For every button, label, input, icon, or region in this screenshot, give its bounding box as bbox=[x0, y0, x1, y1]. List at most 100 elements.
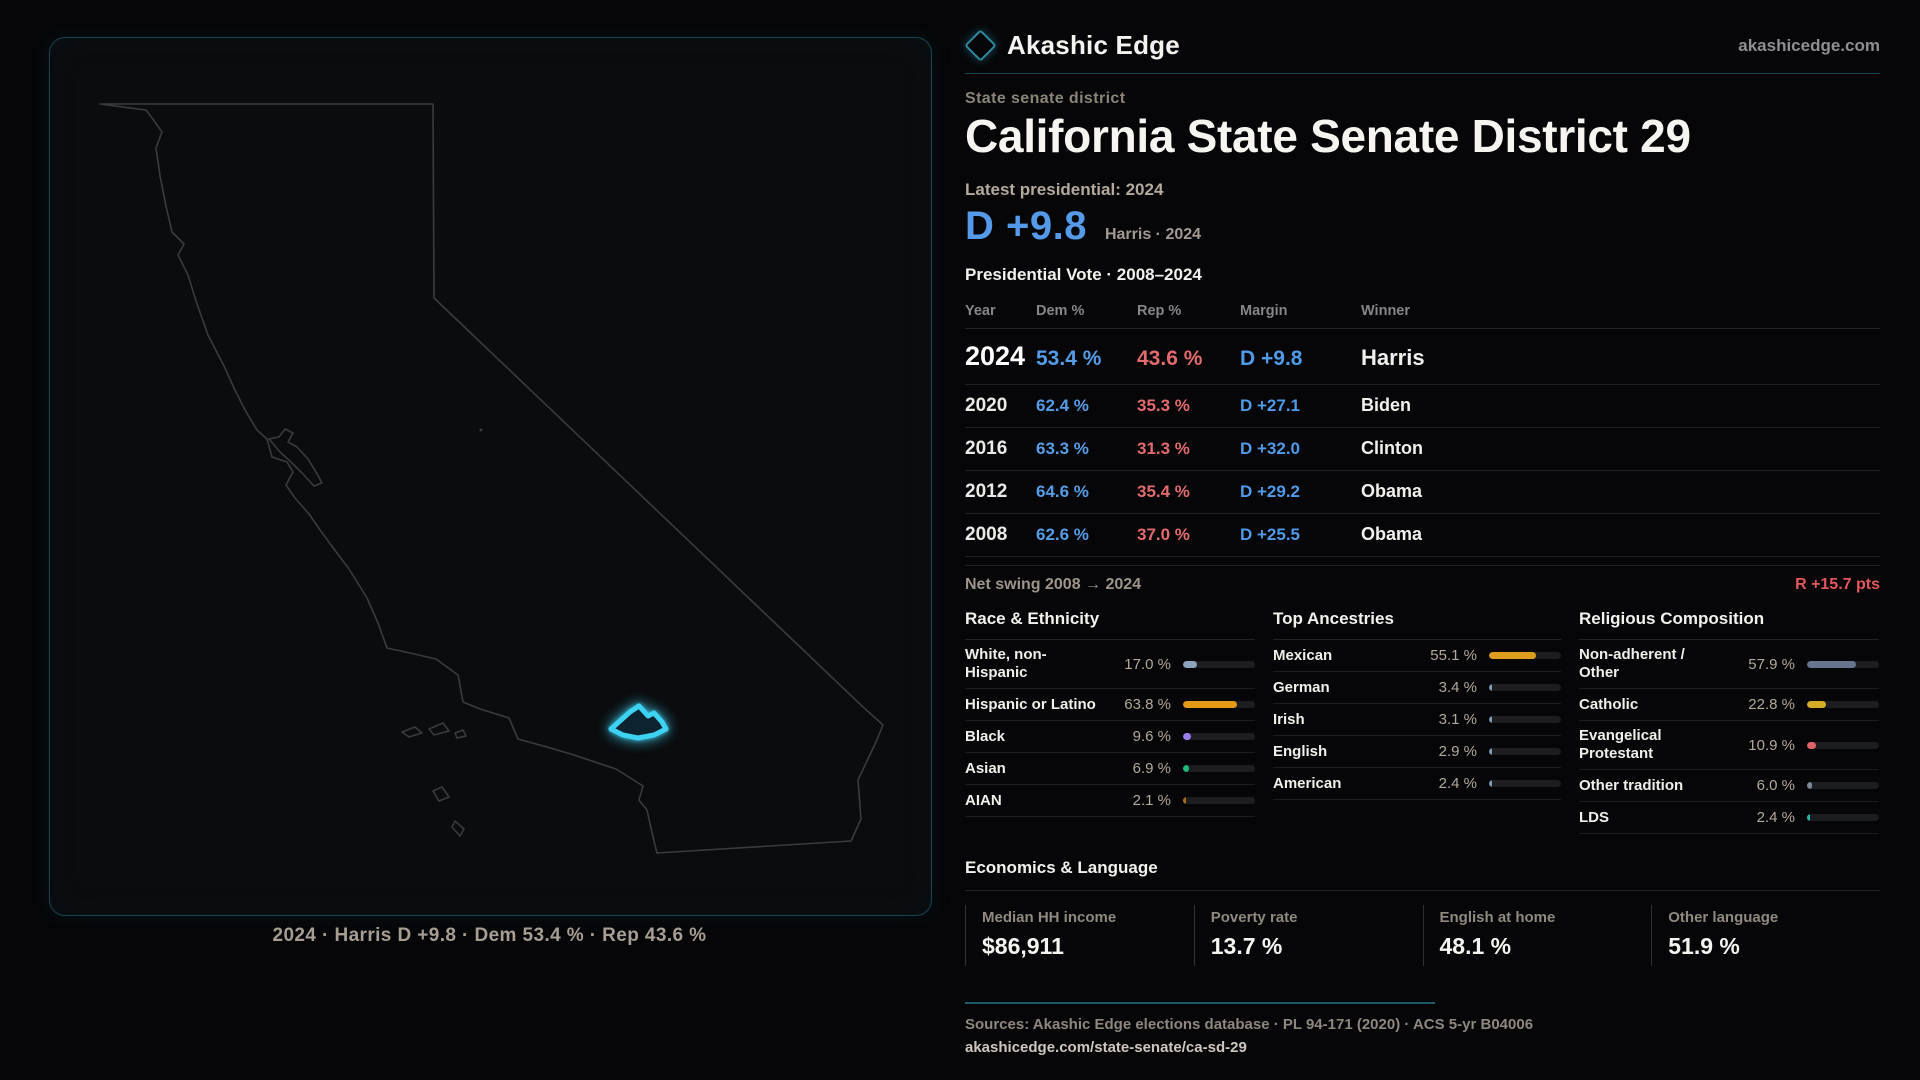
demo-bar bbox=[1807, 741, 1879, 749]
list-item: English 2.9 % bbox=[1273, 736, 1561, 769]
demo-value: 2.4 % bbox=[1438, 775, 1477, 793]
demo-bar bbox=[1807, 701, 1879, 709]
demo-label: English bbox=[1273, 742, 1328, 760]
cell-winner: Harris bbox=[1361, 345, 1425, 371]
vote-table-header: Year Dem % Rep % Margin Winner bbox=[965, 297, 1880, 330]
california-map bbox=[99, 103, 884, 854]
demo-label: American bbox=[1273, 774, 1342, 792]
demo-bar bbox=[1489, 780, 1561, 788]
district-type-kicker: State senate district bbox=[965, 90, 1126, 107]
district-29-shape bbox=[608, 703, 669, 741]
ancestries-column: Top Ancestries Mexican 55.1 % German 3.4… bbox=[1273, 609, 1561, 801]
demo-value: 10.9 % bbox=[1748, 736, 1795, 754]
demo-value: 22.8 % bbox=[1748, 696, 1795, 714]
col-dem: Dem % bbox=[1036, 303, 1085, 320]
stat-value: 13.7 % bbox=[1210, 933, 1283, 960]
demographics-section: Race & Ethnicity White, non-Hispanic 17.… bbox=[965, 609, 1880, 835]
col-rep: Rep % bbox=[1137, 303, 1182, 320]
demo-value: 17.0 % bbox=[1124, 655, 1171, 673]
stat-label: Median HH income bbox=[982, 909, 1117, 927]
cell-margin: D +25.5 bbox=[1240, 525, 1301, 545]
cell-rep: 31.3 % bbox=[1137, 439, 1190, 459]
demo-label: Other tradition bbox=[1579, 776, 1684, 794]
demo-value: 55.1 % bbox=[1430, 647, 1477, 665]
list-item: Asian 6.9 % bbox=[965, 753, 1255, 786]
farallon-island-dot bbox=[479, 428, 483, 432]
stat-poverty-rate: Poverty rate 13.7 % bbox=[1193, 905, 1423, 967]
demo-bar bbox=[1807, 660, 1879, 668]
cell-dem: 53.4 % bbox=[1036, 347, 1102, 371]
cell-rep: 43.6 % bbox=[1137, 347, 1203, 371]
stat-label: English at home bbox=[1439, 909, 1556, 927]
demo-bar bbox=[1183, 701, 1255, 709]
sf-bay-outline bbox=[268, 428, 323, 487]
brand: Akashic Edge bbox=[964, 29, 1180, 62]
demo-bar bbox=[1489, 748, 1561, 756]
list-item: Evangelical Protestant 10.9 % bbox=[1579, 721, 1879, 771]
net-swing-label: Net swing 2008 → 2024 bbox=[965, 576, 1142, 594]
stat-label: Poverty rate bbox=[1210, 909, 1298, 927]
footer-divider bbox=[965, 1002, 1435, 1005]
demo-label: Mexican bbox=[1273, 646, 1333, 664]
table-row: 2008 62.6 % 37.0 % D +25.5 Obama bbox=[965, 514, 1880, 558]
demo-bar bbox=[1183, 660, 1255, 668]
sources-text: Sources: Akashic Edge elections database… bbox=[965, 1016, 1534, 1034]
demo-bar bbox=[1807, 814, 1879, 822]
list-item: Catholic 22.8 % bbox=[1579, 689, 1879, 722]
demo-bar bbox=[1489, 716, 1561, 724]
page-title: California State Senate District 29 bbox=[965, 110, 1691, 162]
demo-bar bbox=[1183, 797, 1255, 805]
demo-bar bbox=[1183, 765, 1255, 773]
demo-value: 6.0 % bbox=[1756, 777, 1795, 795]
info-panel: Akashic Edge akashicedge.com State senat… bbox=[964, 0, 1880, 1056]
permalink[interactable]: akashicedge.com/state-senate/ca-sd-29 bbox=[965, 1039, 1247, 1057]
race-ethnicity-column: Race & Ethnicity White, non-Hispanic 17.… bbox=[965, 609, 1255, 818]
ancestries-title: Top Ancestries bbox=[1273, 609, 1561, 641]
list-item: Black 9.6 % bbox=[965, 721, 1255, 754]
map-caption: 2024 · Harris D +9.8 · Dem 53.4 % · Rep … bbox=[272, 925, 707, 946]
demo-value: 63.8 % bbox=[1124, 696, 1171, 714]
brand-name: Akashic Edge bbox=[1007, 30, 1180, 60]
economics-title: Economics & Language bbox=[965, 858, 1880, 892]
page-footer: Sources: Akashic Edge elections database… bbox=[965, 1002, 1880, 1056]
stat-other-language: Other language 51.9 % bbox=[1651, 905, 1880, 967]
demo-value: 57.9 % bbox=[1748, 655, 1795, 673]
cell-year: 2024 bbox=[965, 341, 1026, 372]
demo-value: 2.9 % bbox=[1438, 743, 1477, 761]
cell-year: 2016 bbox=[965, 438, 1008, 460]
cell-dem: 62.6 % bbox=[1036, 525, 1089, 545]
demo-value: 6.9 % bbox=[1132, 760, 1171, 778]
presidential-vote-table: Year Dem % Rep % Margin Winner 2024 53.4… bbox=[965, 297, 1880, 558]
channel-islands-outline bbox=[401, 722, 467, 837]
stat-value: 51.9 % bbox=[1668, 933, 1740, 960]
net-swing-row: Net swing 2008 → 2024 R +15.7 pts bbox=[965, 565, 1880, 594]
list-item: White, non-Hispanic 17.0 % bbox=[965, 640, 1255, 690]
header-divider bbox=[965, 73, 1880, 74]
latest-margin-row: D +9.8 Harris · 2024 bbox=[965, 204, 1880, 249]
brand-header: Akashic Edge akashicedge.com bbox=[964, 0, 1880, 62]
demo-value: 3.1 % bbox=[1438, 711, 1477, 729]
demo-label: Non-adherent / Other bbox=[1579, 646, 1685, 682]
cell-winner: Biden bbox=[1361, 395, 1412, 416]
economics-stats: Median HH income $86,911 Poverty rate 13… bbox=[965, 905, 1880, 967]
california-outline bbox=[99, 103, 884, 854]
cell-winner: Obama bbox=[1361, 524, 1423, 545]
list-item: Mexican 55.1 % bbox=[1273, 640, 1561, 673]
cell-year: 2012 bbox=[965, 481, 1008, 503]
cell-dem: 62.4 % bbox=[1036, 396, 1089, 416]
demo-label: AIAN bbox=[965, 791, 1002, 809]
table-row: 2020 62.4 % 35.3 % D +27.1 Biden bbox=[965, 385, 1880, 429]
cell-margin: D +32.0 bbox=[1240, 439, 1301, 459]
demo-bar bbox=[1807, 782, 1879, 790]
vote-table-title: Presidential Vote · 2008–2024 bbox=[965, 265, 1202, 285]
brand-domain-link[interactable]: akashicedge.com bbox=[1738, 35, 1880, 55]
stat-value: $86,911 bbox=[982, 933, 1064, 960]
demo-bar bbox=[1489, 652, 1561, 660]
cell-rep: 37.0 % bbox=[1137, 525, 1190, 545]
demo-value: 2.4 % bbox=[1756, 809, 1795, 827]
cell-year: 2020 bbox=[965, 395, 1008, 417]
demo-label: Catholic bbox=[1579, 695, 1639, 713]
district-map-panel bbox=[49, 37, 932, 916]
demo-value: 9.6 % bbox=[1132, 728, 1171, 746]
stat-median-income: Median HH income $86,911 bbox=[965, 905, 1194, 967]
